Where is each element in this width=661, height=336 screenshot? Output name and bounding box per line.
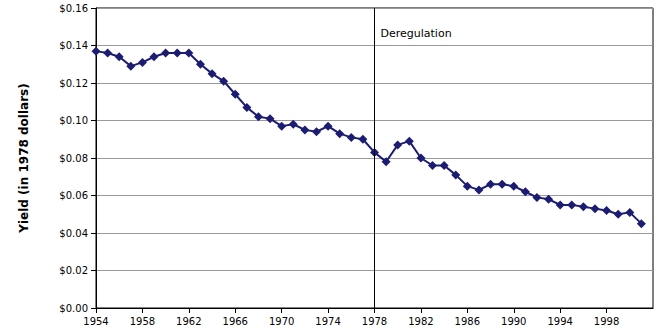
svg-text:$0.14: $0.14 [59, 40, 88, 51]
svg-text:1978: 1978 [362, 316, 387, 327]
svg-text:$0.04: $0.04 [59, 228, 88, 239]
svg-text:1974: 1974 [315, 316, 340, 327]
svg-text:$0.10: $0.10 [59, 115, 88, 126]
svg-text:1954: 1954 [83, 316, 108, 327]
svg-text:Deregulation: Deregulation [381, 27, 452, 40]
svg-text:1958: 1958 [130, 316, 155, 327]
svg-text:Yield (in 1978 dollars): Yield (in 1978 dollars) [17, 83, 31, 233]
svg-text:$0.16: $0.16 [59, 3, 88, 14]
svg-text:1986: 1986 [455, 316, 480, 327]
svg-text:$0.06: $0.06 [59, 190, 88, 201]
svg-text:$0.00: $0.00 [59, 303, 88, 314]
svg-text:1970: 1970 [269, 316, 294, 327]
svg-text:1966: 1966 [223, 316, 248, 327]
svg-text:$0.02: $0.02 [59, 265, 88, 276]
svg-text:$0.12: $0.12 [59, 78, 88, 89]
svg-text:1990: 1990 [501, 316, 526, 327]
svg-text:$0.08: $0.08 [59, 153, 88, 164]
svg-text:1982: 1982 [408, 316, 433, 327]
svg-text:1962: 1962 [176, 316, 201, 327]
svg-text:1994: 1994 [547, 316, 572, 327]
svg-text:1998: 1998 [594, 316, 619, 327]
